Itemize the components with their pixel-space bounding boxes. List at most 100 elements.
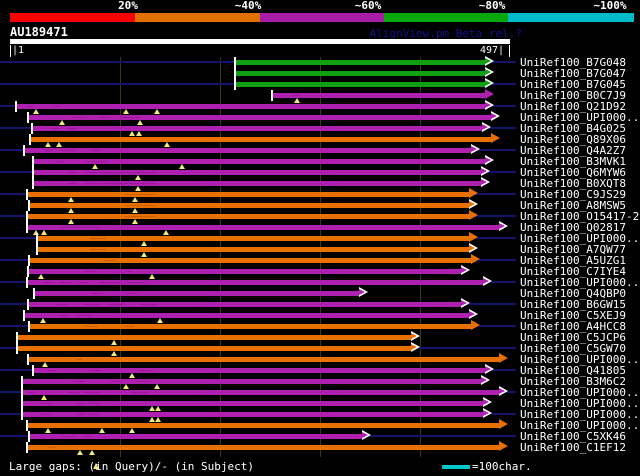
alignment-row[interactable]: UniRef100_B3MVK1 xyxy=(0,155,640,169)
hsp-bar[interactable] xyxy=(236,60,486,65)
hit-label[interactable]: UniRef100_B7G045 xyxy=(520,78,626,91)
hsp-bar[interactable] xyxy=(25,313,470,318)
alignment-row[interactable]: UniRef100_C5GW70 xyxy=(0,342,640,356)
hit-label[interactable]: UniRef100_C5XEJ9 xyxy=(520,309,626,322)
alignment-row[interactable]: UniRef100_C7IYE4 xyxy=(0,265,640,279)
hsp-bar[interactable] xyxy=(28,214,470,219)
hit-label[interactable]: UniRef100_UPI000.. xyxy=(520,353,640,366)
hsp-bar[interactable] xyxy=(30,258,472,263)
hsp-bar[interactable] xyxy=(29,357,500,362)
hit-label[interactable]: UniRef100_Q89X06 xyxy=(520,133,626,146)
hit-label[interactable]: UniRef100_C1EF12 xyxy=(520,441,626,454)
alignment-row[interactable]: UniRef100_A5UZG1 xyxy=(0,254,640,267)
alignment-row[interactable]: UniRef100_UPI000.. xyxy=(0,353,640,367)
alignment-row[interactable]: UniRef100_Q41805 xyxy=(0,364,640,378)
alignment-row[interactable]: UniRef100_B7G048 xyxy=(0,56,640,68)
alignment-row[interactable]: UniRef100_O15417-2 xyxy=(0,210,640,224)
alignment-row[interactable]: UniRef100_B7G047 xyxy=(0,67,640,80)
hit-label[interactable]: UniRef100_Q6MYW6 xyxy=(520,166,626,179)
hsp-bar[interactable] xyxy=(28,423,500,428)
alignment-row[interactable]: UniRef100_C5XEJ9 xyxy=(0,309,640,323)
hsp-bar[interactable] xyxy=(34,170,482,175)
hit-label[interactable]: UniRef100_UPI000.. xyxy=(520,386,640,399)
alignment-row[interactable]: UniRef100_UPI000.. xyxy=(0,397,640,411)
hit-label[interactable]: UniRef100_Q41805 xyxy=(520,364,626,377)
alignment-row[interactable]: UniRef100_Q21D92 xyxy=(0,100,640,114)
hsp-bar[interactable] xyxy=(25,148,472,153)
hit-label[interactable]: UniRef100_C9JS29 xyxy=(520,188,626,201)
alignment-row[interactable]: UniRef100_UPI000.. xyxy=(0,276,640,289)
hsp-bar[interactable] xyxy=(28,280,484,285)
hsp-bar[interactable] xyxy=(30,434,363,439)
alignment-row[interactable]: UniRef100_UPI000.. xyxy=(0,386,640,400)
alignment-row[interactable]: UniRef100_C1EF12 xyxy=(0,441,640,455)
hsp-bar[interactable] xyxy=(29,302,462,307)
hsp-bar[interactable] xyxy=(33,126,483,131)
hit-label[interactable]: UniRef100_B7G047 xyxy=(520,67,626,80)
alignment-row[interactable]: UniRef100_B3M6C2 xyxy=(0,375,640,389)
hsp-bar[interactable] xyxy=(38,236,470,241)
alignment-row[interactable]: UniRef100_B0XQT8 xyxy=(0,177,640,191)
hit-label[interactable]: UniRef100_Q4QBP0 xyxy=(520,287,626,300)
hit-label[interactable]: UniRef100_UPI000.. xyxy=(520,232,640,245)
hsp-bar[interactable] xyxy=(28,445,500,450)
alignment-row[interactable]: UniRef100_UPI000.. xyxy=(0,232,640,246)
hsp-bar[interactable] xyxy=(30,324,472,329)
alignment-row[interactable]: UniRef100_A8MSW5 xyxy=(0,199,640,213)
alignment-row[interactable]: UniRef100_UPI000.. xyxy=(0,419,640,433)
hit-label[interactable]: UniRef100_B0XQT8 xyxy=(520,177,626,190)
hsp-bar[interactable] xyxy=(23,401,484,406)
hit-label[interactable]: UniRef100_C5GW70 xyxy=(520,342,626,355)
hsp-bar[interactable] xyxy=(38,247,470,252)
hsp-bar[interactable] xyxy=(34,159,486,164)
alignment-row[interactable]: UniRef100_C9JS29 xyxy=(0,188,640,202)
hsp-bar[interactable] xyxy=(236,82,486,87)
hsp-bar[interactable] xyxy=(236,71,486,76)
hit-label[interactable]: UniRef100_C5XK46 xyxy=(520,430,626,443)
hsp-bar[interactable] xyxy=(29,115,492,120)
hit-label[interactable]: UniRef100_C5JCP6 xyxy=(520,331,626,344)
hsp-bar[interactable] xyxy=(23,390,500,395)
hsp-bar[interactable] xyxy=(18,335,412,340)
hit-label[interactable]: UniRef100_A5UZG1 xyxy=(520,254,626,267)
alignment-row[interactable]: UniRef100_B7G045 xyxy=(0,78,640,91)
hsp-bar[interactable] xyxy=(34,368,486,373)
hsp-bar[interactable] xyxy=(35,291,360,296)
hit-label[interactable]: UniRef100_Q02817 xyxy=(520,221,626,234)
hit-label[interactable]: UniRef100_O15417-2 xyxy=(520,210,640,223)
hit-label[interactable]: UniRef100_A4HCC8 xyxy=(520,320,626,333)
alignment-row[interactable]: UniRef100_Q89X06 xyxy=(0,133,640,147)
hsp-bar[interactable] xyxy=(23,412,484,417)
alignment-row[interactable]: UniRef100_B6GW15 xyxy=(0,298,640,311)
hit-label[interactable]: UniRef100_UPI000.. xyxy=(520,276,640,289)
hsp-bar[interactable] xyxy=(29,269,462,274)
alignment-row[interactable]: UniRef100_A4HCC8 xyxy=(0,320,640,333)
hit-label[interactable]: UniRef100_B3MVK1 xyxy=(520,155,626,168)
hit-label[interactable]: UniRef100_B4G025 xyxy=(520,122,626,135)
hit-label[interactable]: UniRef100_Q21D92 xyxy=(520,100,626,113)
alignment-row[interactable]: UniRef100_Q4QBP0 xyxy=(0,287,640,300)
hsp-bar[interactable] xyxy=(28,192,470,197)
hit-label[interactable]: UniRef100_UPI000.. xyxy=(520,419,640,432)
alignment-row[interactable]: UniRef100_A7QW77 xyxy=(0,243,640,257)
hit-label[interactable]: UniRef100_Q4A2Z7 xyxy=(520,144,626,157)
hit-label[interactable]: UniRef100_UPI000.. xyxy=(520,111,640,124)
hit-label[interactable]: UniRef100_B6GW15 xyxy=(520,298,626,311)
hsp-bar[interactable] xyxy=(28,225,500,230)
hsp-bar[interactable] xyxy=(18,346,412,351)
alignment-row[interactable]: UniRef100_Q4A2Z7 xyxy=(0,144,640,157)
hsp-bar[interactable] xyxy=(30,203,470,208)
hit-label[interactable]: UniRef100_UPI000.. xyxy=(520,408,640,421)
alignment-row[interactable]: UniRef100_UPI000.. xyxy=(0,111,640,125)
alignment-row[interactable]: UniRef100_B0C7J9 xyxy=(0,89,640,103)
hit-label[interactable]: UniRef100_A8MSW5 xyxy=(520,199,626,212)
hsp-bar[interactable] xyxy=(34,181,482,186)
hsp-bar[interactable] xyxy=(31,137,492,142)
alignment-row[interactable]: UniRef100_B4G025 xyxy=(0,122,640,136)
hit-label[interactable]: UniRef100_B3M6C2 xyxy=(520,375,626,388)
hit-label[interactable]: UniRef100_B0C7J9 xyxy=(520,89,626,102)
hsp-bar[interactable] xyxy=(17,104,486,109)
hit-label[interactable]: UniRef100_C7IYE4 xyxy=(520,265,626,278)
alignment-row[interactable]: UniRef100_Q6MYW6 xyxy=(0,166,640,180)
alignment-row[interactable]: UniRef100_UPI000.. xyxy=(0,408,640,422)
